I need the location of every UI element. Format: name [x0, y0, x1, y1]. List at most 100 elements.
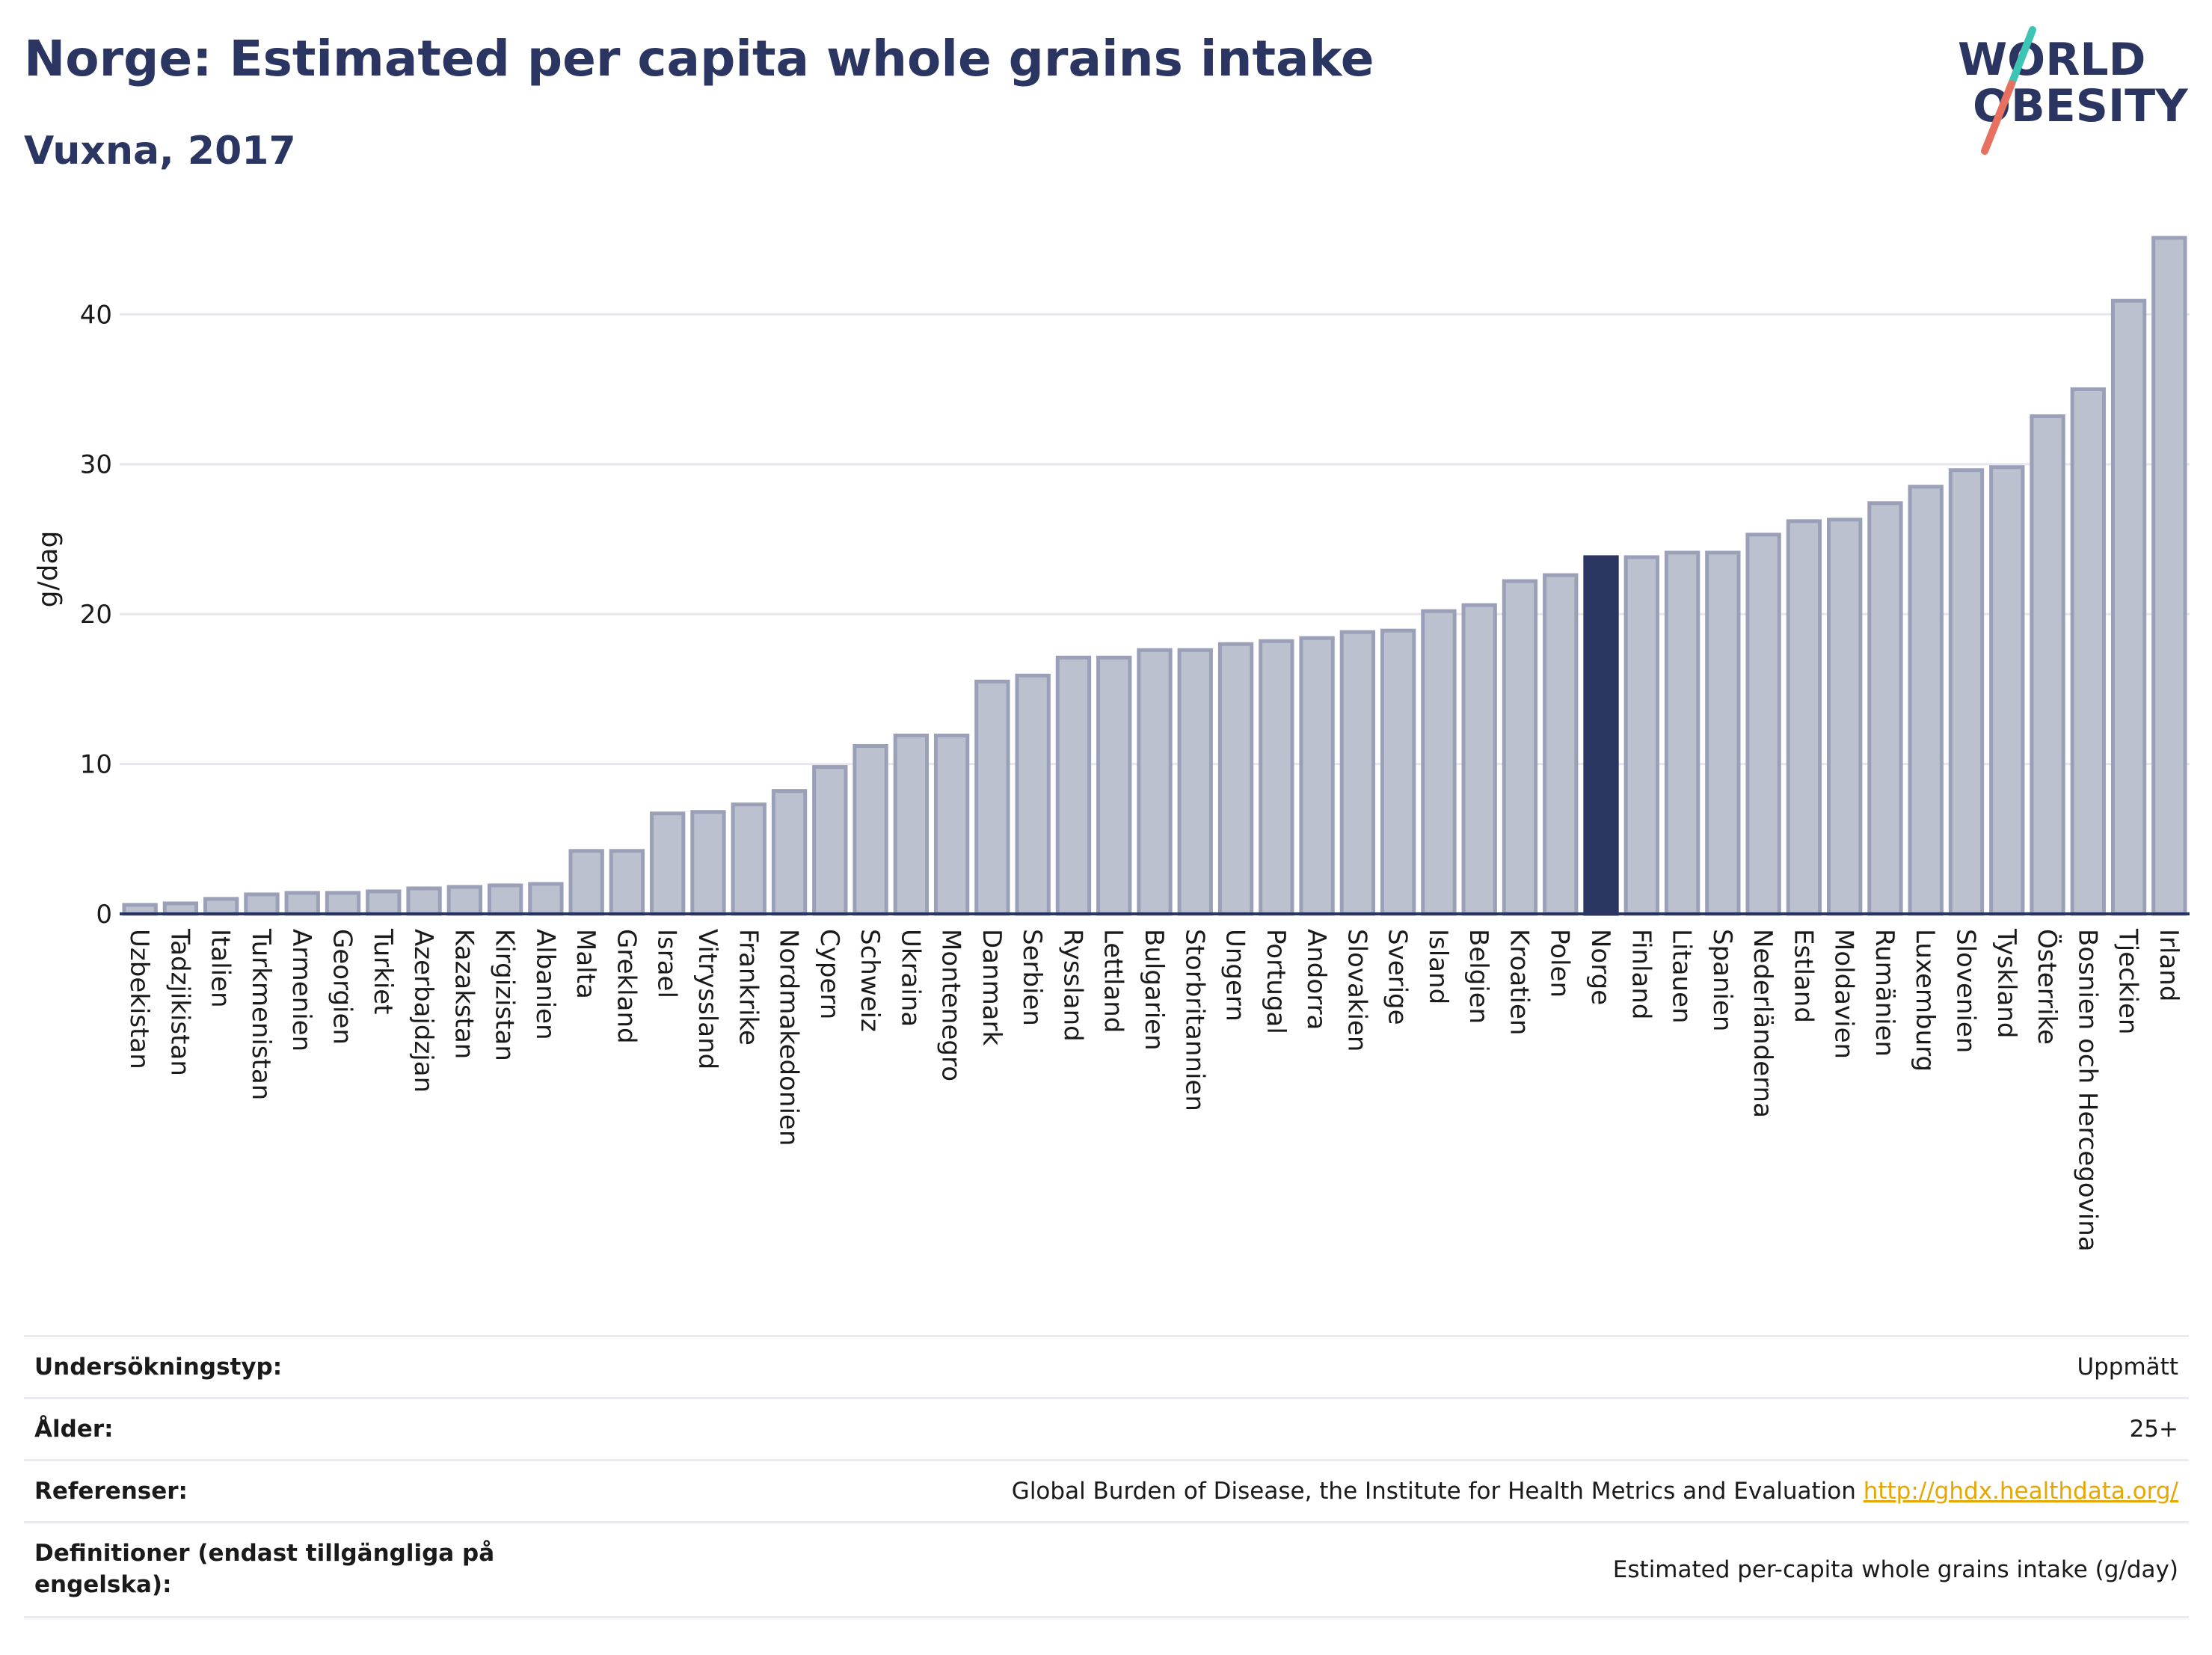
bar — [446, 885, 483, 916]
x-tick-label: Tadzjikistan — [165, 928, 194, 1076]
x-tick-label: Turkmenistan — [246, 928, 276, 1100]
x-tick-label: Slovenien — [1950, 929, 1980, 1053]
y-tick-label: 40 — [80, 300, 112, 330]
x-tick-label: Grekland — [611, 929, 641, 1044]
x-tick-label: Bulgarien — [1139, 929, 1169, 1051]
info-label: Definitioner (endast tillgängliga på eng… — [34, 1540, 495, 1598]
x-tick-label: Slovakien — [1342, 929, 1371, 1051]
bar — [1583, 555, 1619, 916]
x-tick-label: Rumänien — [1870, 929, 1899, 1057]
info-label: Undersökningstyp: — [34, 1354, 283, 1381]
bar — [852, 744, 888, 916]
bar — [1543, 573, 1579, 916]
bar — [1339, 630, 1376, 916]
x-tick-label: Serbien — [1017, 929, 1047, 1026]
x-tick-label: Italien — [206, 929, 236, 1008]
bar — [2110, 298, 2147, 916]
x-tick-label: Vitryssland — [692, 929, 722, 1069]
bar — [1786, 519, 1822, 916]
x-tick-label: Turkiet — [368, 928, 398, 1015]
x-tick-label: Andorra — [1301, 929, 1331, 1030]
chart-title: Norge: Estimated per capita whole grains… — [24, 30, 1374, 87]
bar — [609, 849, 645, 916]
reference-link[interactable]: http://ghdx.healthdata.org/ — [1863, 1478, 2178, 1505]
bar — [1259, 639, 1294, 916]
info-row-survey-type: Undersökningstyp: Uppmätt — [24, 1335, 2189, 1397]
x-tick-label: Kroatien — [1504, 929, 1534, 1035]
info-label: Ålder: — [34, 1416, 114, 1443]
x-tick-label: Moldavien — [1829, 929, 1859, 1059]
bar — [325, 891, 361, 916]
x-tick-label: Kirgizistan — [490, 929, 520, 1061]
x-tick-label: Montenegro — [936, 929, 966, 1081]
bar — [1096, 655, 1132, 916]
bar — [1177, 648, 1213, 916]
logo-text-world: WORLD — [1958, 34, 2145, 86]
bar — [2070, 387, 2106, 916]
bar — [2030, 414, 2065, 916]
bar — [1705, 550, 1741, 916]
x-tick-label: Albanien — [530, 929, 560, 1040]
bar — [1948, 468, 1985, 916]
bar-chart: 0 10 20 30 40 g/dag Uzbekistan Tadzjikistan Ital… — [33, 236, 2190, 1252]
bar — [487, 883, 523, 916]
x-tick-label: Norge — [1585, 929, 1615, 1005]
x-tick-label: Spanien — [1707, 929, 1737, 1031]
bar — [203, 897, 239, 916]
x-tick-label: Tyskland — [1991, 928, 2021, 1038]
x-tick-label: Tjeckien — [2113, 928, 2143, 1034]
info-label: Referenser: — [34, 1478, 188, 1505]
bar — [1380, 628, 1416, 916]
x-tick-label: Ungern — [1220, 929, 1250, 1022]
bar — [1989, 465, 2025, 916]
x-tick-label: Litauen — [1667, 929, 1697, 1024]
bar — [528, 882, 564, 916]
y-tick-label: 0 — [96, 900, 112, 930]
bar — [162, 901, 199, 916]
bar — [1745, 532, 1781, 916]
bar — [771, 789, 808, 916]
info-table: Undersökningstyp: Uppmätt Ålder: 25+ Ref… — [24, 1335, 2189, 1618]
logo-slash-teal — [2008, 26, 2036, 87]
y-tick-label: 10 — [80, 750, 112, 780]
bar — [1015, 673, 1051, 916]
bar — [1664, 550, 1701, 916]
y-tick-label: 20 — [80, 600, 112, 630]
x-tick-label: Belgien — [1463, 929, 1493, 1024]
bar — [812, 765, 848, 916]
bar — [690, 810, 726, 916]
info-row-age: Ålder: 25+ — [24, 1397, 2189, 1459]
bar — [284, 891, 320, 916]
x-tick-label: Malta — [571, 929, 600, 999]
bar — [1867, 501, 1903, 916]
x-tick-label: Island — [1423, 929, 1453, 1004]
x-tick-label: Storbritannien — [1179, 929, 1209, 1111]
x-tick-label: Kazakstan — [449, 929, 479, 1059]
x-tick-label: Uzbekistan — [124, 929, 154, 1069]
chart-subtitle: Vuxna, 2017 — [24, 129, 296, 174]
x-tick-label: Polen — [1545, 929, 1575, 998]
x-tick-label: Finland — [1626, 929, 1656, 1020]
reference-text: Global Burden of Disease, the Institute … — [1011, 1478, 1856, 1505]
bar — [1461, 603, 1497, 916]
info-value: Global Burden of Disease, the Institute … — [1012, 1478, 2178, 1505]
bar — [244, 892, 280, 916]
bar — [1502, 579, 1538, 916]
bar — [1299, 636, 1335, 916]
x-tick-label: Danmark — [977, 929, 1007, 1045]
x-tick-label: Lettland — [1099, 929, 1128, 1033]
bar — [1826, 518, 1863, 916]
x-tick-label: Schweiz — [855, 929, 885, 1032]
info-value: 25+ — [2129, 1416, 2178, 1443]
x-tick-label: Nederländerna — [1748, 929, 1778, 1118]
bar — [933, 733, 970, 916]
x-tick-label: Estland — [1788, 929, 1818, 1023]
x-tick-label: Nordmakedonien — [774, 929, 804, 1146]
bar — [650, 811, 686, 916]
x-tick-label: Sverige — [1383, 929, 1413, 1025]
info-value: Uppmätt — [2077, 1354, 2178, 1381]
x-tick-label: Ryssland — [1057, 929, 1087, 1042]
bar — [1623, 555, 1659, 916]
bar — [1055, 655, 1092, 916]
bar — [1908, 485, 1944, 916]
